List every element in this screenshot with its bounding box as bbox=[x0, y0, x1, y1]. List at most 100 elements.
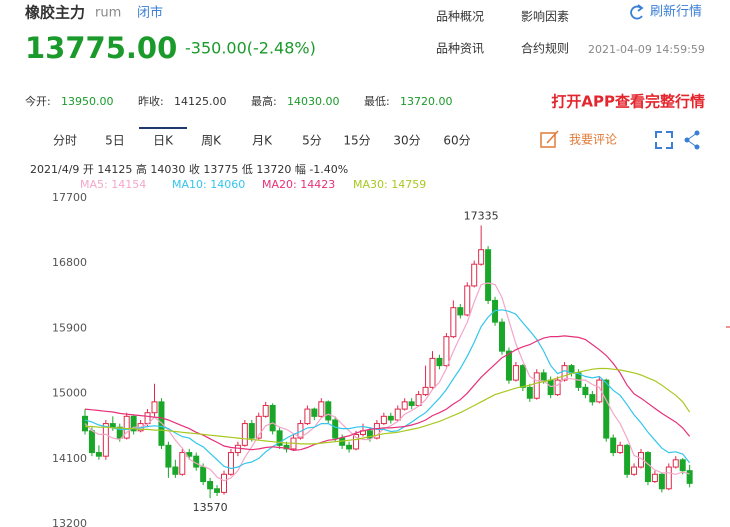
tab[interactable]: 月K bbox=[252, 134, 273, 148]
candle-body bbox=[505, 350, 512, 381]
fullscreen-icon[interactable] bbox=[655, 131, 673, 149]
tab[interactable]: 分时 bbox=[53, 134, 77, 148]
candle-body bbox=[589, 394, 596, 403]
candle-body bbox=[519, 365, 526, 388]
candle-body bbox=[241, 423, 248, 446]
stat-value: 14030.00 bbox=[287, 95, 340, 108]
candle-body bbox=[255, 415, 262, 439]
candle-body bbox=[617, 444, 624, 454]
candle-body bbox=[88, 430, 95, 454]
candle-body bbox=[304, 408, 311, 425]
refresh-icon[interactable] bbox=[630, 4, 644, 20]
candle-body bbox=[526, 386, 533, 399]
candle-body bbox=[478, 249, 485, 265]
candle-body bbox=[109, 423, 116, 428]
stat-value: 13720.00 bbox=[400, 95, 453, 108]
candle-body bbox=[429, 357, 436, 388]
candle-body bbox=[214, 488, 221, 493]
price: 13775.00 bbox=[25, 31, 177, 65]
link[interactable]: 品种概况 bbox=[436, 10, 484, 24]
candle-body bbox=[318, 401, 325, 417]
tab[interactable]: 5分 bbox=[302, 134, 322, 148]
candle-body bbox=[221, 473, 227, 493]
candle-body bbox=[651, 473, 658, 483]
kline-info: 2021/4/9 开 14125 高 14030 收 13775 低 13720… bbox=[30, 162, 348, 176]
candle-body bbox=[401, 401, 408, 410]
tab[interactable]: 周K bbox=[201, 134, 222, 148]
ma-label: MA5: 14154 bbox=[80, 178, 146, 191]
stat-label: 昨收: bbox=[138, 94, 164, 108]
candle-body bbox=[679, 459, 686, 472]
link[interactable]: 品种资讯 bbox=[436, 42, 484, 56]
y-tick-label: 15000 bbox=[52, 387, 87, 400]
candle-body bbox=[464, 285, 471, 316]
comment-icon[interactable] bbox=[540, 130, 559, 148]
y-tick-label: 13200 bbox=[52, 517, 87, 527]
candle-body bbox=[179, 452, 186, 475]
candle-body bbox=[457, 307, 464, 316]
y-tick-label: 14100 bbox=[52, 452, 87, 465]
app-link[interactable]: 打开APP查看完整行情 bbox=[551, 93, 705, 111]
y-tick-label: 15900 bbox=[52, 321, 87, 334]
share-icon[interactable] bbox=[684, 130, 700, 150]
tab[interactable]: 15分 bbox=[343, 134, 370, 148]
candle-body bbox=[408, 401, 415, 406]
code: rum bbox=[95, 6, 121, 21]
candle-body bbox=[485, 249, 492, 301]
change: -350.00(-2.48%) bbox=[185, 39, 316, 58]
stat-value: 13950.00 bbox=[61, 95, 114, 108]
comment[interactable]: 我要评论 bbox=[569, 133, 617, 147]
candle-body bbox=[123, 415, 130, 439]
tab[interactable]: 30分 bbox=[393, 134, 420, 148]
ma-label: MA10: 14060 bbox=[172, 178, 245, 191]
candle-body bbox=[582, 386, 589, 396]
candle-body bbox=[283, 444, 290, 450]
candle-body bbox=[665, 466, 672, 490]
candle-body bbox=[436, 357, 443, 367]
candle-body bbox=[262, 404, 269, 417]
candle-body bbox=[644, 452, 651, 483]
ma-line bbox=[84, 282, 690, 482]
candle-body bbox=[540, 372, 547, 381]
candle-body bbox=[561, 365, 568, 381]
candle-body bbox=[353, 433, 360, 450]
extreme-label: 17335 bbox=[464, 209, 499, 222]
plot: MA5: 14154 MA10: 14060 MA20: 14423 MA30: 14… bbox=[52, 178, 693, 527]
tab[interactable]: 5日 bbox=[105, 134, 125, 148]
candle-body bbox=[102, 423, 109, 457]
candle-body bbox=[248, 423, 255, 439]
candle-body bbox=[227, 452, 234, 475]
candle-body bbox=[443, 336, 450, 367]
candle-body bbox=[499, 321, 505, 352]
ma-line bbox=[85, 367, 691, 445]
tab[interactable]: 日K bbox=[153, 134, 174, 148]
stat-label: 今开: bbox=[25, 94, 51, 108]
link[interactable]: 影响因素 bbox=[521, 9, 569, 24]
ma-line bbox=[84, 335, 691, 452]
candle-body bbox=[82, 415, 88, 432]
candle-body bbox=[276, 430, 283, 446]
candle-body bbox=[610, 437, 617, 454]
candle-body bbox=[325, 401, 332, 421]
candle-body bbox=[165, 444, 172, 468]
candle-body bbox=[116, 426, 123, 439]
candle-body bbox=[631, 466, 638, 475]
y-tick-label: 17700 bbox=[52, 191, 87, 204]
candle-body bbox=[366, 430, 373, 439]
candle-body bbox=[471, 263, 478, 287]
candle-body bbox=[603, 379, 610, 439]
candle-body bbox=[373, 423, 380, 439]
refresh[interactable]: 刷新行情 bbox=[650, 4, 702, 20]
candle-body bbox=[151, 401, 158, 414]
candle-body bbox=[554, 379, 561, 396]
candle-body bbox=[387, 415, 394, 421]
candle-body bbox=[95, 452, 102, 457]
candle-body bbox=[624, 444, 631, 475]
tab[interactable]: 60分 bbox=[443, 134, 470, 148]
y-tick-label: 16800 bbox=[52, 256, 87, 269]
link[interactable]: 合约规则 bbox=[521, 41, 569, 56]
candle-body bbox=[533, 372, 540, 399]
time: 2021-04-09 14:59:59 bbox=[588, 43, 705, 56]
candle-body bbox=[200, 466, 207, 483]
